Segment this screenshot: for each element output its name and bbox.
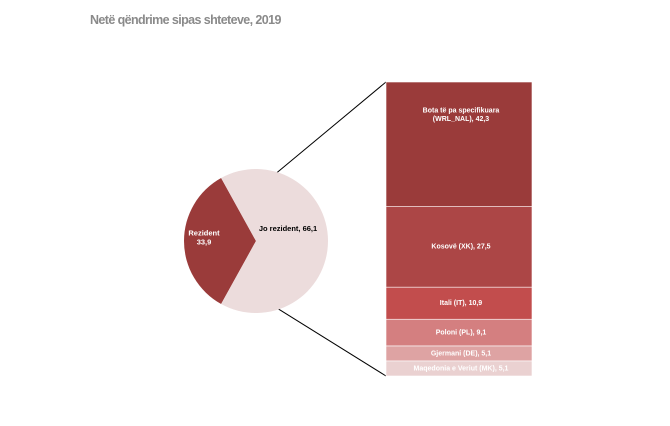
connector-lines (257, 81, 387, 377)
bar-label-gjermani-de: Gjermani (DE), 5,1 (431, 350, 491, 357)
pie-label-rezident: Rezident 33,9 (188, 228, 220, 246)
bar-label-itali-it: Itali (IT), 10,9 (440, 300, 483, 307)
bar-segment-itali-it (385, 286, 533, 320)
bar-label-bota-te-pa-specifikuara-wrl-nal: Bota të pa specifikuara (WRL_NAL), 42,3 (423, 107, 500, 123)
bar-segment-bota-te-pa-specifikuara-wrl-nal (385, 81, 533, 207)
bar-segment-kosove-xk (385, 206, 533, 288)
pie: Rezident 33,9 Jo rezident, 66,1 (184, 169, 329, 313)
chart-title: Netë qëndrime sipas shteteve, 2019 (90, 13, 281, 27)
bar-segment-poloni-pl (385, 318, 533, 347)
connector-bottom (257, 295, 387, 377)
connector-top (259, 81, 387, 188)
bar-label-maqedonia-e-veriut-mk: Maqedonia e Veriut (MK), 5,1 (414, 365, 509, 372)
pie-slice-jo-rezident (221, 169, 329, 313)
pie-slice-rezident (184, 178, 256, 304)
bar-label-poloni-pl: Poloni (PL), 9,1 (436, 329, 487, 336)
bar-label-kosove-xk: Kosovë (XK), 27,5 (431, 244, 490, 251)
pie-label-jo-rezident: Jo rezident, 66,1 (259, 224, 317, 233)
stacked-bar: Bota të pa specifikuara (WRL_NAL), 42,3 Ko… (385, 81, 533, 377)
bar-segment-maqedonia-e-veriut-mk (385, 360, 533, 377)
